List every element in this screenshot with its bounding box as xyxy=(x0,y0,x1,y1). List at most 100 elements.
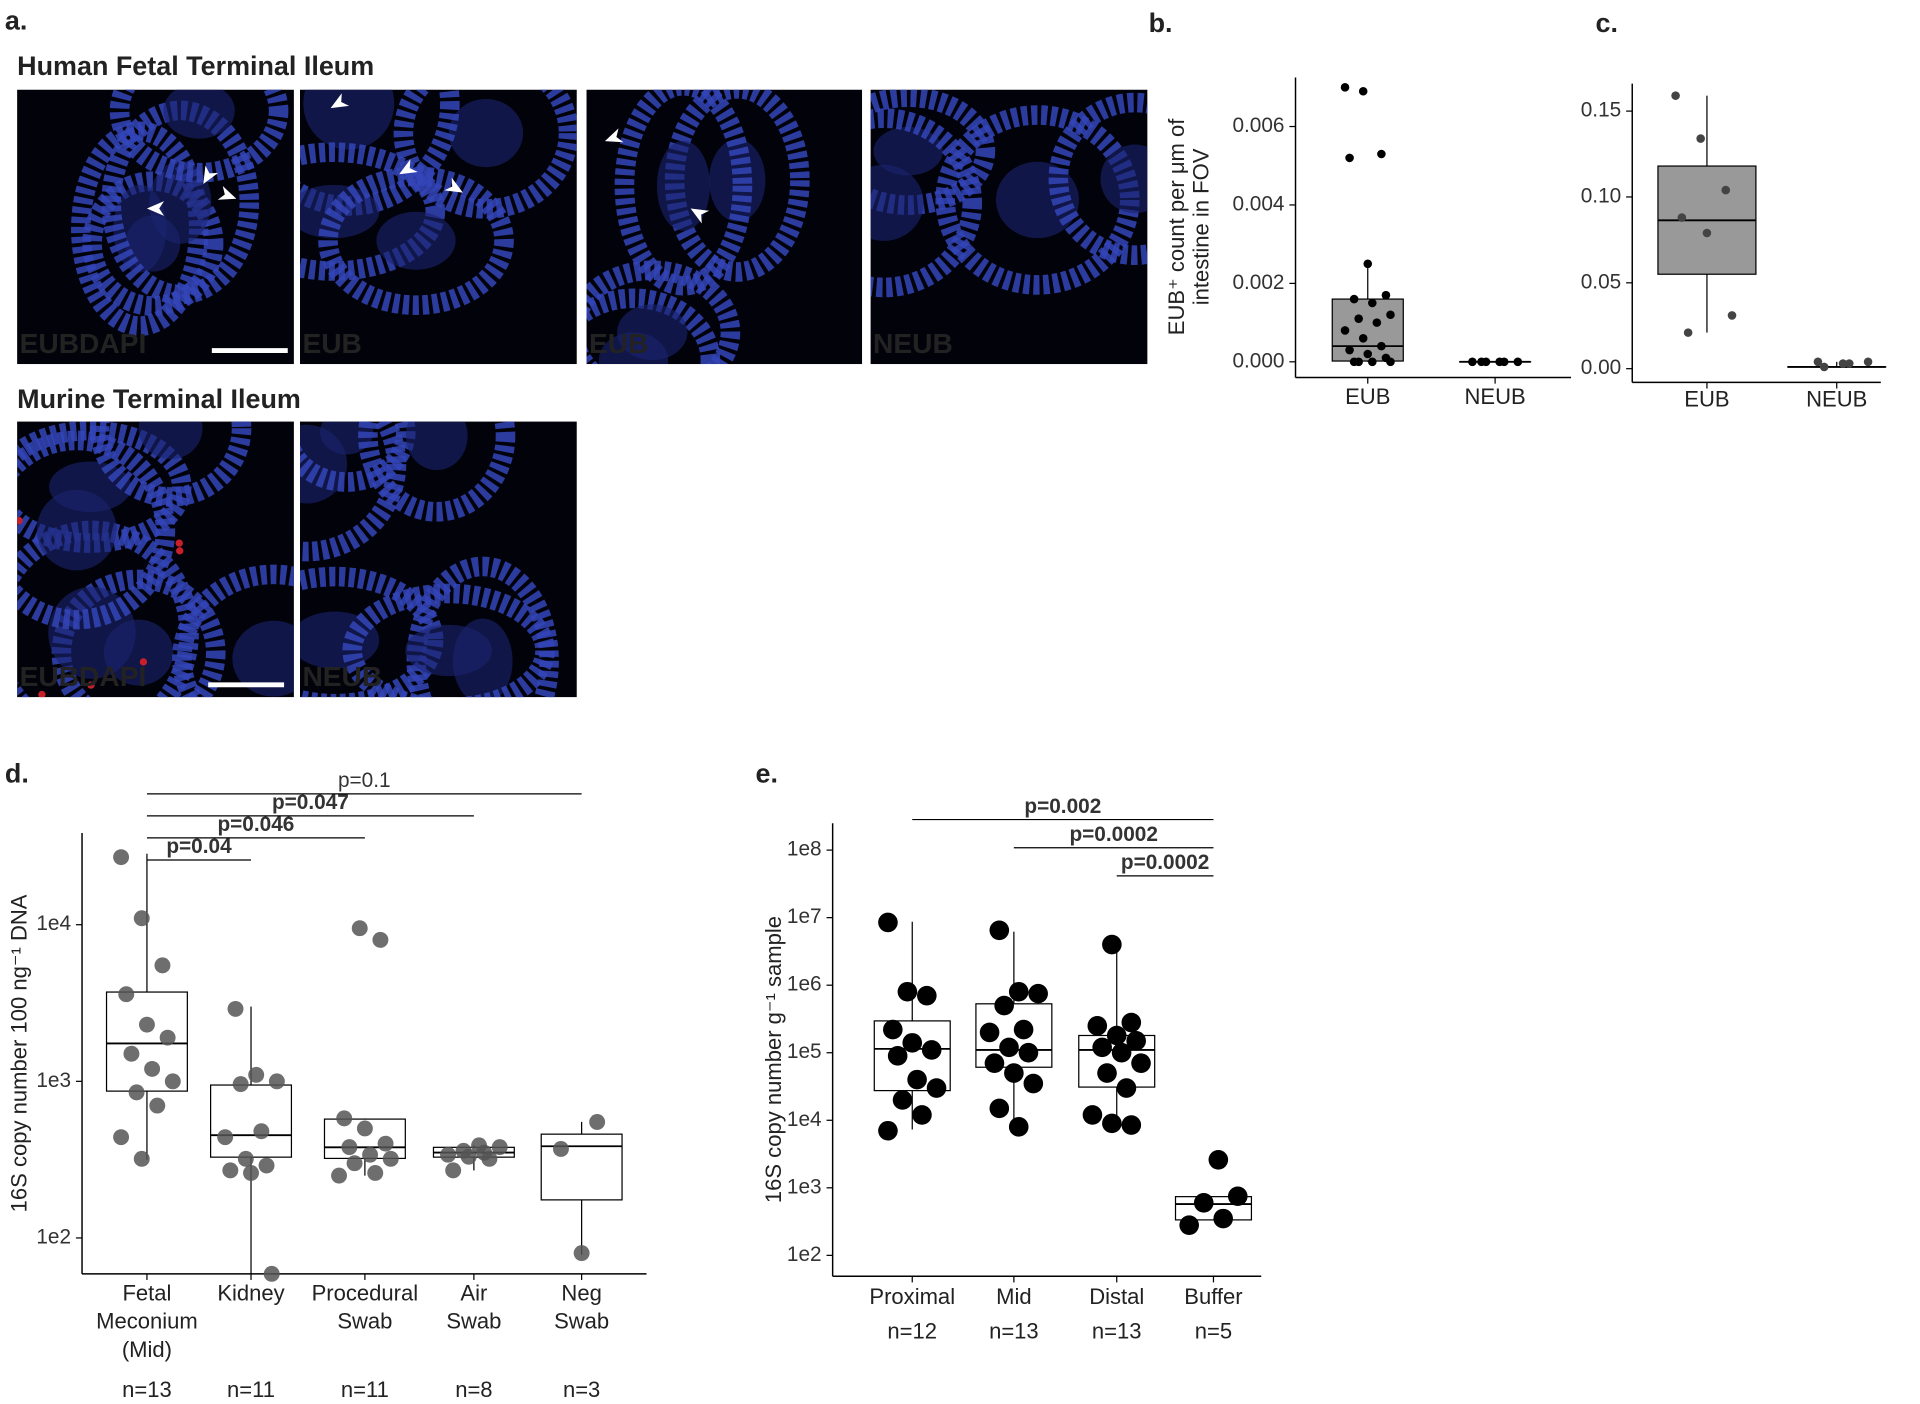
epithelium xyxy=(138,421,203,460)
epithelium xyxy=(342,583,555,698)
x-tick-label: Swab xyxy=(446,1309,501,1334)
p-value: p=0.046 xyxy=(217,813,294,836)
box xyxy=(540,1133,623,1201)
data-point xyxy=(1121,1115,1142,1135)
tissue xyxy=(586,89,810,365)
epithelium xyxy=(870,108,983,298)
y-tick-label: 0.004 xyxy=(1232,192,1284,215)
data-point xyxy=(341,1139,358,1156)
data-point xyxy=(1727,311,1737,320)
signal xyxy=(38,690,46,698)
data-point xyxy=(1179,1215,1199,1235)
y-axis-label: 16S copy number 100 ng⁻¹ DNA xyxy=(7,894,32,1212)
data-point xyxy=(1193,1193,1214,1213)
x-tick-label: Mid xyxy=(996,1284,1031,1309)
signal xyxy=(139,658,148,666)
epithelium xyxy=(17,421,192,553)
data-point xyxy=(1023,1073,1044,1094)
data-point xyxy=(1813,357,1823,367)
data-point xyxy=(878,912,898,933)
signal xyxy=(176,547,184,555)
panel-label: a. xyxy=(5,6,27,36)
data-point xyxy=(440,1146,456,1163)
data-point xyxy=(1004,1063,1024,1083)
arrowhead xyxy=(604,128,624,143)
y-tick-label: 1e2 xyxy=(36,1225,71,1248)
p-value: p=0.0002 xyxy=(1069,823,1157,846)
image-label: DAPI xyxy=(79,661,146,692)
data-point xyxy=(1481,357,1491,367)
data-point xyxy=(367,1164,384,1181)
data-point xyxy=(1345,153,1354,163)
data-point xyxy=(222,1162,239,1179)
data-point xyxy=(1696,134,1705,143)
data-point xyxy=(1106,1025,1127,1046)
data-point xyxy=(253,1123,270,1140)
y-tick-label: 1e5 xyxy=(787,1040,822,1063)
epithelium xyxy=(109,89,289,183)
image-label: EUB xyxy=(302,328,361,359)
image-label: EUB xyxy=(20,661,79,692)
data-point xyxy=(1363,259,1373,269)
arrowhead xyxy=(203,165,219,185)
epithelium xyxy=(1100,144,1148,214)
data-point xyxy=(113,1129,130,1146)
x-tick-label: Air xyxy=(460,1280,487,1305)
data-point xyxy=(1082,1105,1103,1125)
data-point xyxy=(217,1129,234,1146)
y-axis-label: intestine in FOV xyxy=(1188,148,1213,305)
x-tick-label: Kidney xyxy=(217,1280,284,1305)
panel-label: b. xyxy=(1149,8,1173,38)
epithelium xyxy=(405,624,493,677)
x-tick-label: Swab xyxy=(554,1309,609,1334)
data-point xyxy=(573,1245,590,1262)
y-tick-label: 0.05 xyxy=(1581,270,1621,293)
panel-label: c. xyxy=(1596,8,1618,38)
data-point xyxy=(1386,357,1395,367)
data-point xyxy=(1008,981,1029,1002)
data-point xyxy=(123,1045,140,1062)
data-point xyxy=(1377,149,1386,159)
section-title: Human Fetal Terminal Ileum xyxy=(17,51,374,81)
data-point xyxy=(154,957,171,974)
data-point xyxy=(1354,357,1363,367)
data-point xyxy=(989,920,1010,941)
data-point xyxy=(263,1265,280,1282)
data-point xyxy=(159,1029,176,1046)
data-point xyxy=(1363,349,1373,359)
data-point xyxy=(268,1073,285,1090)
data-point xyxy=(1499,357,1509,367)
data-point xyxy=(118,986,135,1003)
x-tick-label: NEUB xyxy=(1464,384,1525,409)
data-point xyxy=(897,981,918,1002)
data-point xyxy=(227,1000,244,1017)
data-point xyxy=(1087,1016,1108,1036)
data-point xyxy=(552,1140,569,1157)
data-point xyxy=(362,1146,379,1163)
epithelium xyxy=(300,421,416,492)
epithelium xyxy=(82,171,224,316)
image-label: NEUB xyxy=(873,328,953,359)
data-point xyxy=(1468,357,1477,367)
y-tick-label: 1e2 xyxy=(787,1243,822,1266)
data-point xyxy=(133,910,150,927)
panel-label: d. xyxy=(5,759,29,789)
epithelium xyxy=(656,140,710,231)
x-tick-label: (Mid) xyxy=(122,1337,172,1362)
data-point xyxy=(1838,359,1848,368)
epithelium xyxy=(586,260,741,365)
data-point xyxy=(1377,341,1386,351)
p-value: p=0.0002 xyxy=(1121,851,1209,874)
n-label: n=12 xyxy=(887,1318,937,1343)
n-label: n=11 xyxy=(341,1377,389,1402)
data-point xyxy=(1368,357,1377,367)
tissue xyxy=(300,421,559,698)
data-point xyxy=(883,1019,903,1040)
y-tick-label: 0.00 xyxy=(1581,356,1621,379)
arrowhead xyxy=(330,93,350,109)
data-point xyxy=(138,1016,155,1033)
data-point xyxy=(1863,357,1873,367)
data-point xyxy=(979,1022,1000,1043)
data-point xyxy=(133,1150,150,1167)
data-point xyxy=(1013,1019,1034,1040)
